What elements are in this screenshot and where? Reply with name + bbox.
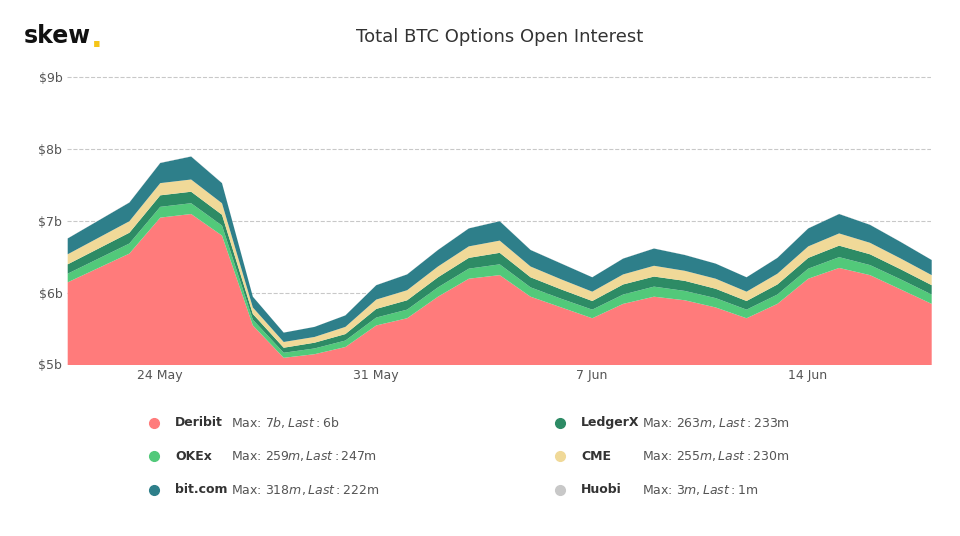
Text: Huobi: Huobi [581, 483, 622, 496]
Text: Max: $7b, Last: $6b: Max: $7b, Last: $6b [231, 415, 340, 430]
Text: .: . [91, 24, 103, 53]
Text: LedgerX: LedgerX [581, 416, 639, 429]
Text: Max: $255m, Last: $230m: Max: $255m, Last: $230m [641, 449, 790, 463]
Text: Max: $318m, Last: $222m: Max: $318m, Last: $222m [231, 483, 379, 497]
Text: bit.com: bit.com [175, 483, 228, 496]
Text: Deribit: Deribit [175, 416, 223, 429]
Text: skew: skew [24, 24, 91, 48]
Text: Max: $263m, Last: $233m: Max: $263m, Last: $233m [641, 415, 790, 429]
Title: Total BTC Options Open Interest: Total BTC Options Open Interest [355, 28, 643, 46]
Text: Max: $259m, Last: $247m: Max: $259m, Last: $247m [231, 449, 377, 463]
Text: Max: $3m, Last: $1m: Max: $3m, Last: $1m [641, 483, 758, 497]
Text: CME: CME [581, 450, 612, 463]
Text: OKEx: OKEx [175, 450, 212, 463]
